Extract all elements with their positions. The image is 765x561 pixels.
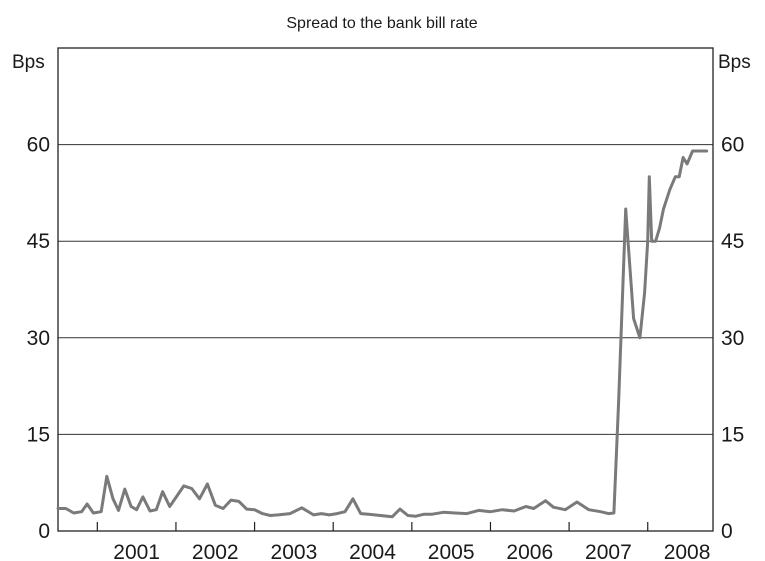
y-unit-left: Bps [12,52,45,73]
x-tick-label: 2005 [428,541,475,561]
y-tick-labels-left: 0 15 30 45 60 [27,134,50,543]
y-tick-label: 15 [721,423,744,446]
y-tick-label: 0 [38,520,50,543]
x-tick-label: 2001 [113,541,160,561]
y-tick-label: 0 [721,520,733,543]
x-tick-label: 2002 [192,541,239,561]
x-tick-label: 2003 [271,541,318,561]
y-tick-label: 30 [721,327,744,350]
x-tick-label: 2007 [585,541,632,561]
plot-frame [57,47,714,532]
y-tick-label: 45 [27,230,50,253]
y-tick-label: 60 [721,134,744,157]
x-tick-marks [96,522,649,531]
y-tick-label: 15 [27,423,50,446]
y-tick-label: 60 [27,134,50,157]
x-tick-label: 2006 [506,541,553,561]
chart-title: Spread to the bank bill rate [286,15,477,32]
y-unit-right: Bps [718,52,751,73]
x-tick-label: 2004 [349,541,396,561]
y-tick-labels-right: 0 15 30 45 60 [721,134,744,543]
x-tick-labels: 2001 2002 2003 2004 2005 2006 2007 2008 [113,541,710,561]
x-tick-label: 2008 [664,541,711,561]
y-tick-label: 45 [721,230,744,253]
y-tick-label: 30 [27,327,50,350]
series-line [56,149,709,519]
grid-lines [58,144,713,435]
